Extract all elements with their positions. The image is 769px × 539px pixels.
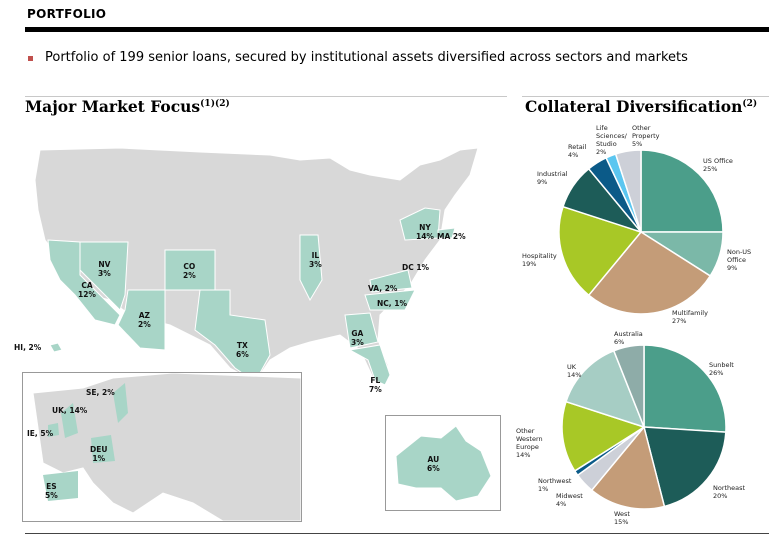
state-va bbox=[369, 269, 413, 293]
europe-map bbox=[32, 372, 302, 522]
pie-label: Multifamily 27% bbox=[672, 309, 708, 325]
pie-value: 25% bbox=[703, 165, 718, 173]
pie-value: 4% bbox=[568, 151, 579, 159]
footnote-ref: (1)(2) bbox=[200, 98, 230, 109]
map-label-il: IL 3% bbox=[309, 251, 322, 269]
map-label-se: SE, 2% bbox=[86, 388, 115, 397]
footer-rule bbox=[25, 533, 769, 534]
map-label-az: AZ 2% bbox=[138, 311, 151, 329]
australia-inset bbox=[385, 415, 501, 511]
country-se bbox=[113, 383, 128, 423]
pie-title: Collateral Diversification(2) bbox=[525, 97, 757, 116]
pie-slice-other-western-europe bbox=[561, 400, 646, 472]
pie-value: 14% bbox=[516, 451, 531, 459]
map-title-text: Major Market Focus bbox=[25, 97, 201, 116]
state-tx bbox=[194, 289, 271, 383]
pie-label: Non-US Office 9% bbox=[727, 248, 757, 272]
country-es bbox=[43, 471, 78, 501]
pie-value: 2% bbox=[596, 148, 607, 156]
pie-label: West 15% bbox=[614, 510, 630, 526]
map-label-ca: CA 12% bbox=[78, 281, 96, 299]
country-ie bbox=[48, 423, 59, 437]
pie-label: Northwest 1% bbox=[538, 477, 572, 493]
map-label-va: VA, 2% bbox=[368, 284, 398, 293]
highlighted-states bbox=[47, 207, 456, 386]
pie-value: 26% bbox=[709, 369, 724, 377]
section-divider bbox=[25, 96, 507, 97]
pie-slice-northeast bbox=[643, 426, 727, 508]
map-label-ma: MA 2% bbox=[437, 232, 466, 241]
map-label-deu: DEU 1% bbox=[90, 445, 108, 463]
country-uk bbox=[61, 403, 78, 438]
pie-label: Australia 6% bbox=[614, 330, 643, 346]
pie-slice-australia bbox=[612, 344, 645, 428]
pie-value: 27% bbox=[672, 317, 687, 325]
map-label-hi: HI, 2% bbox=[14, 343, 42, 352]
pie-label: US Office 25% bbox=[703, 157, 733, 173]
pie-value: 9% bbox=[537, 178, 548, 186]
pie-slice-west bbox=[590, 425, 666, 510]
country-deu bbox=[91, 435, 115, 463]
map-label-au: AU 6% bbox=[427, 455, 440, 473]
pie-value: 15% bbox=[614, 518, 629, 526]
pie-value: 19% bbox=[522, 260, 537, 268]
pie-label: Northeast 20% bbox=[713, 484, 746, 500]
bullet-text: Portfolio of 199 senior loans, secured b… bbox=[45, 50, 688, 65]
state-nc bbox=[364, 289, 416, 311]
pie-label: UK 14% bbox=[567, 363, 582, 379]
state-ga bbox=[344, 312, 379, 349]
pie-value: 6% bbox=[614, 338, 625, 346]
map-label-ie: IE, 5% bbox=[27, 429, 54, 438]
pie-slice-sunbelt bbox=[643, 344, 727, 433]
pie-value: 14% bbox=[567, 371, 582, 379]
pie-label: Midwest 4% bbox=[556, 492, 583, 508]
pie-slice-other-property bbox=[614, 149, 642, 233]
pie-slice-multifamily bbox=[587, 231, 712, 315]
map-label-es: ES 5% bbox=[45, 482, 58, 500]
pie-value: 4% bbox=[556, 500, 567, 508]
pie-label: Other Western Europe 14% bbox=[516, 427, 562, 459]
header-rule bbox=[25, 27, 769, 32]
map-label-co: CO 2% bbox=[183, 262, 196, 280]
pie-label: Life Sciences/ Studio 2% bbox=[596, 124, 630, 156]
pie-value: 5% bbox=[632, 140, 643, 148]
pie-label: Retail 4% bbox=[568, 143, 587, 159]
us-map bbox=[34, 147, 479, 386]
map-label-fl: FL 7% bbox=[369, 376, 382, 394]
map-title: Major Market Focus(1)(2) bbox=[25, 97, 230, 116]
australia-map bbox=[395, 425, 492, 502]
pie-value: 20% bbox=[713, 492, 728, 500]
pie-label: Sunbelt 26% bbox=[709, 361, 734, 377]
page-header: PORTFOLIO bbox=[27, 7, 107, 21]
pie-label: Other Property 5% bbox=[632, 124, 662, 148]
state-il bbox=[299, 234, 323, 302]
map-label-tx: TX 6% bbox=[236, 341, 249, 359]
section-divider bbox=[522, 96, 769, 97]
pie-slice-uk bbox=[565, 349, 646, 429]
map-label-dc: DC 1% bbox=[402, 263, 430, 272]
map-label-ga: GA 3% bbox=[351, 329, 364, 347]
pie-slice-hospitality bbox=[558, 205, 643, 297]
footnote-ref: (2) bbox=[742, 98, 758, 109]
bullet-icon bbox=[28, 56, 33, 61]
map-label-uk: UK, 14% bbox=[52, 406, 88, 415]
pie-slice-us-office bbox=[640, 149, 724, 233]
state-ny bbox=[399, 207, 441, 241]
pie-value: 9% bbox=[727, 264, 738, 272]
europe-inset bbox=[22, 372, 302, 522]
map-label-nv: NV 3% bbox=[98, 260, 111, 278]
map-label-nc: NC, 1% bbox=[377, 299, 407, 308]
map-label-ny: NY 14% bbox=[416, 223, 434, 241]
state-ma bbox=[437, 227, 456, 239]
state-nv bbox=[79, 241, 129, 311]
state-hi bbox=[49, 342, 63, 353]
pie-label: Industrial 9% bbox=[537, 170, 568, 186]
state-fl bbox=[348, 344, 391, 386]
pie-value: 1% bbox=[538, 485, 549, 493]
pie-label: Hospitality 19% bbox=[522, 252, 557, 268]
pie-title-text: Collateral Diversification bbox=[525, 97, 743, 116]
